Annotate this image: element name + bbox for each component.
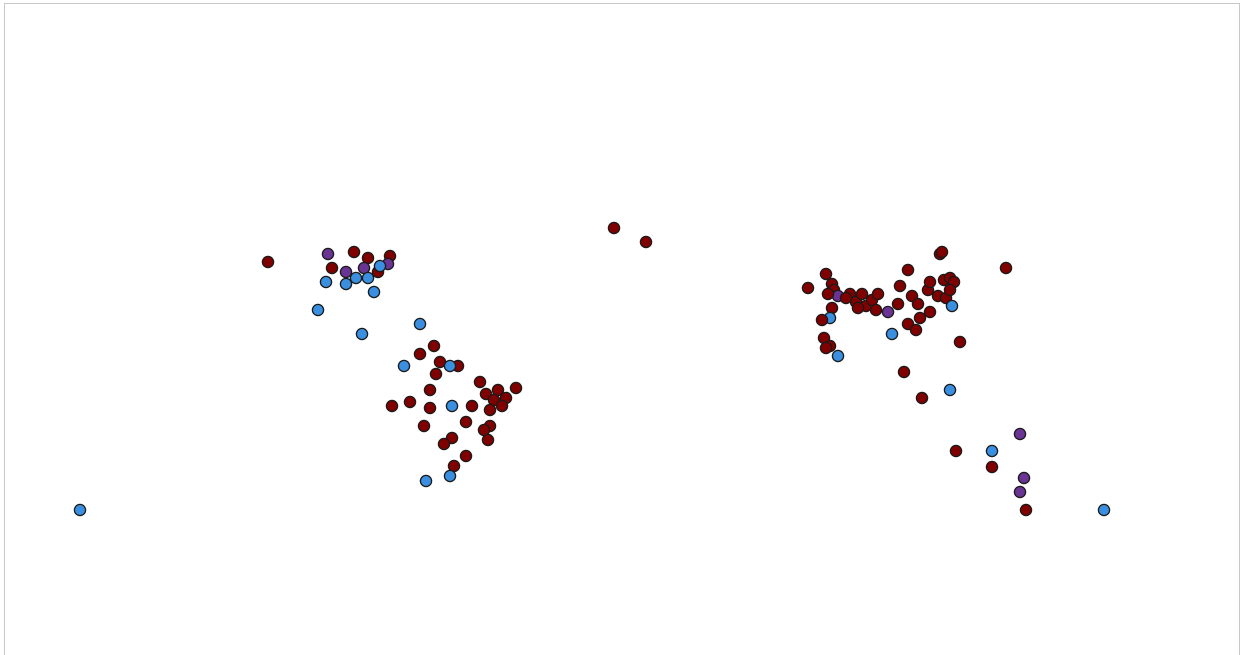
map-marker-red[interactable] xyxy=(261,255,275,269)
map-marker-purple[interactable] xyxy=(321,247,335,261)
map-marker-blue[interactable] xyxy=(443,469,457,483)
map-marker-red[interactable] xyxy=(607,221,621,235)
map-marker-red[interactable] xyxy=(839,291,853,305)
map-marker-red[interactable] xyxy=(871,287,885,301)
map-marker-blue[interactable] xyxy=(339,277,353,291)
map-marker-purple[interactable] xyxy=(1013,485,1027,499)
map-marker-red[interactable] xyxy=(325,261,339,275)
map-marker-blue[interactable] xyxy=(985,444,999,458)
map-marker-blue[interactable] xyxy=(361,271,375,285)
map-marker-red[interactable] xyxy=(935,245,949,259)
map-marker-blue[interactable] xyxy=(945,299,959,313)
map-marker-blue[interactable] xyxy=(397,359,411,373)
map-marker-red[interactable] xyxy=(1019,503,1033,517)
map-marker-red[interactable] xyxy=(483,403,497,417)
map-marker-red[interactable] xyxy=(985,460,999,474)
map-marker-red[interactable] xyxy=(459,449,473,463)
map-marker-red[interactable] xyxy=(801,281,815,295)
map-marker-red[interactable] xyxy=(815,313,829,327)
map-marker-red[interactable] xyxy=(893,279,907,293)
map-marker-blue[interactable] xyxy=(73,503,87,517)
map-marker-blue[interactable] xyxy=(311,303,325,317)
map-marker-red[interactable] xyxy=(385,399,399,413)
map-marker-red[interactable] xyxy=(819,341,833,355)
map-marker-red[interactable] xyxy=(459,415,473,429)
marker-layer xyxy=(73,221,1111,517)
map-marker-blue[interactable] xyxy=(413,317,427,331)
map-marker-red[interactable] xyxy=(413,347,427,361)
map-marker-purple[interactable] xyxy=(339,265,353,279)
map-marker-red[interactable] xyxy=(891,297,905,311)
map-marker-red[interactable] xyxy=(473,375,487,389)
map-marker-red[interactable] xyxy=(869,303,883,317)
map-marker-red[interactable] xyxy=(495,399,509,413)
map-marker-blue[interactable] xyxy=(355,327,369,341)
map-panel[interactable] xyxy=(4,3,1240,655)
map-marker-red[interactable] xyxy=(953,335,967,349)
map-marker-purple[interactable] xyxy=(1013,427,1027,441)
map-marker-blue[interactable] xyxy=(885,327,899,341)
map-marker-red[interactable] xyxy=(949,444,963,458)
map-marker-blue[interactable] xyxy=(367,285,381,299)
map-marker-red[interactable] xyxy=(943,283,957,297)
map-marker-red[interactable] xyxy=(509,381,523,395)
map-marker-blue[interactable] xyxy=(1097,503,1111,517)
map-marker-red[interactable] xyxy=(427,339,441,353)
map-marker-red[interactable] xyxy=(481,433,495,447)
map-marker-purple[interactable] xyxy=(881,305,895,319)
map-marker-red[interactable] xyxy=(819,267,833,281)
map-marker-red[interactable] xyxy=(429,367,443,381)
map-marker-blue[interactable] xyxy=(373,259,387,273)
map-marker-red[interactable] xyxy=(347,245,361,259)
map-marker-red[interactable] xyxy=(909,323,923,337)
map-marker-red[interactable] xyxy=(825,301,839,315)
map-marker-red[interactable] xyxy=(923,305,937,319)
map-marker-purple[interactable] xyxy=(1017,471,1031,485)
map-marker-red[interactable] xyxy=(911,297,925,311)
map-marker-blue[interactable] xyxy=(943,383,957,397)
map-marker-red[interactable] xyxy=(913,311,927,325)
map-marker-red[interactable] xyxy=(897,365,911,379)
map-marker-blue[interactable] xyxy=(349,271,363,285)
map-marker-blue[interactable] xyxy=(443,359,457,373)
map-marker-red[interactable] xyxy=(403,395,417,409)
map-marker-red[interactable] xyxy=(417,419,431,433)
map-marker-red[interactable] xyxy=(423,401,437,415)
map-marker-blue[interactable] xyxy=(445,399,459,413)
map-marker-red[interactable] xyxy=(423,383,437,397)
map-marker-red[interactable] xyxy=(915,391,929,405)
map-marker-red[interactable] xyxy=(999,261,1013,275)
map-marker-red[interactable] xyxy=(855,287,869,301)
map-marker-red[interactable] xyxy=(923,275,937,289)
map-marker-red[interactable] xyxy=(851,301,865,315)
map-marker-red[interactable] xyxy=(901,263,915,277)
map-marker-red[interactable] xyxy=(437,437,451,451)
map-marker-red[interactable] xyxy=(465,399,479,413)
map-marker-red[interactable] xyxy=(821,287,835,301)
map-marker-blue[interactable] xyxy=(831,349,845,363)
map-marker-red[interactable] xyxy=(639,235,653,249)
map-marker-blue[interactable] xyxy=(419,474,433,488)
map-marker-blue[interactable] xyxy=(319,275,333,289)
